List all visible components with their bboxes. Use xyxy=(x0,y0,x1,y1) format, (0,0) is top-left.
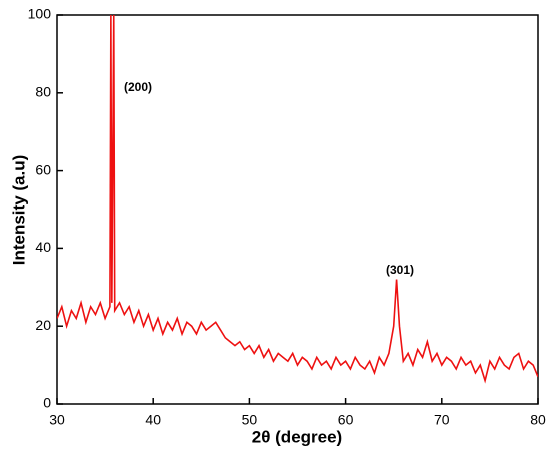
x-tick-label: 60 xyxy=(338,412,354,428)
y-tick-label: 60 xyxy=(35,161,51,177)
x-tick-label: 30 xyxy=(49,412,65,428)
x-tick-label: 70 xyxy=(434,412,450,428)
annotation: (301) xyxy=(386,263,414,277)
x-tick-label: 50 xyxy=(242,412,258,428)
y-tick-label: 80 xyxy=(35,84,51,100)
x-tick-label: 40 xyxy=(145,412,161,428)
annotation: (200) xyxy=(124,80,152,94)
data-line xyxy=(57,15,538,384)
y-tick-label: 100 xyxy=(28,6,52,22)
y-tick-label: 0 xyxy=(43,395,51,411)
y-tick-label: 40 xyxy=(35,239,51,255)
y-axis-label: Intensity (a.u) xyxy=(9,155,28,266)
x-tick-label: 80 xyxy=(530,412,546,428)
plot-frame xyxy=(56,14,539,405)
x-axis-label: 2θ (degree) xyxy=(252,427,342,446)
y-tick-label: 20 xyxy=(35,317,51,333)
